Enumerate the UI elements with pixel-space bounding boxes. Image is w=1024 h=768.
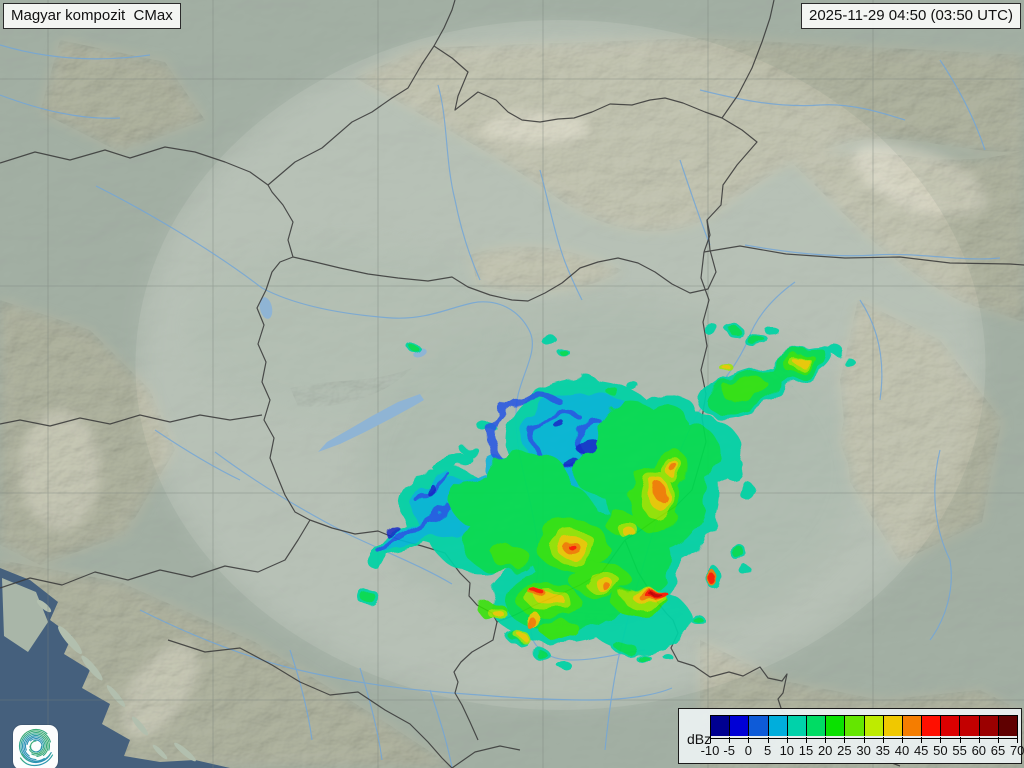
legend-color-cell (979, 716, 999, 736)
legend-tick-mark (902, 737, 903, 743)
legend-tick-label: 25 (837, 743, 852, 758)
legend-color-cell (883, 716, 903, 736)
legend-tick-mark (940, 737, 942, 743)
legend-color-cell (730, 716, 750, 736)
legend-tick-label: -10 (700, 743, 720, 758)
legend-tick-label: 15 (798, 743, 814, 758)
legend-color-cell (787, 716, 807, 736)
hungaromet-logo (13, 725, 58, 768)
legend-tick-mark (863, 737, 865, 743)
legend-tick-mark (1017, 737, 1019, 743)
legend-color-bar (710, 715, 1018, 739)
legend-tick-mark (786, 737, 788, 743)
legend-color-cell (711, 716, 731, 736)
legend-tick-label: 70 (1009, 743, 1024, 758)
legend-tick-label: 20 (817, 743, 833, 758)
legend-tick-label: 35 (875, 743, 891, 758)
legend-color-cell (845, 716, 865, 736)
legend-tick-label: 30 (856, 743, 871, 758)
legend-color-cell (864, 716, 884, 736)
legend-color-cell (941, 716, 961, 736)
legend-tick-mark (710, 737, 711, 743)
legend-tick-mark (767, 737, 769, 743)
legend-tick-mark (978, 737, 980, 743)
radar-echoes (358, 325, 854, 667)
spiral-logo-icon (18, 728, 54, 767)
legend-unit-label: dBz (687, 731, 712, 747)
legend-tick-mark (748, 737, 750, 743)
legend-tick-label: -5 (723, 743, 735, 758)
legend-tick-mark (921, 737, 923, 743)
legend-color-cell (806, 716, 827, 736)
product-label: Magyar kompozit CMax (3, 3, 181, 29)
legend-tick-label: 60 (971, 743, 987, 758)
reflectivity-legend: dBz -10 -5 0 5 10 15 20 25 30 35 40 45 50 55 60 65 70 (678, 708, 1024, 764)
adriatic-sea (0, 568, 230, 768)
legend-tick-mark (729, 737, 731, 743)
rivers (0, 44, 1001, 768)
legend-tick-mark (806, 737, 807, 743)
lake-neusiedl (259, 297, 273, 319)
legend-color-cell (998, 716, 1017, 736)
legend-tick-mark (844, 737, 846, 743)
timestamp-label: 2025-11-29 04:50 (03:50 UTC) (800, 3, 1021, 29)
legend-tick-mark (882, 737, 884, 743)
legend-tick-mark (998, 737, 999, 743)
legend-tick-label: 5 (763, 743, 772, 758)
legend-tick-label: 10 (779, 743, 795, 758)
legend-color-cell (960, 716, 980, 736)
legend-color-cell (826, 716, 846, 736)
legend-color-cell (768, 716, 788, 736)
lake-balaton (318, 394, 424, 452)
legend-tick-label: 0 (744, 743, 752, 758)
legend-tick-label: 55 (952, 743, 967, 758)
legend-tick-mark (825, 737, 827, 743)
legend-color-cell (922, 716, 942, 736)
legend-tick-label: 45 (913, 743, 929, 758)
legend-color-cell (902, 716, 923, 736)
legend-tick-label: 65 (990, 743, 1006, 758)
legend-tick-label: 40 (894, 743, 910, 758)
legend-tick-mark (959, 737, 961, 743)
legend-color-cell (749, 716, 769, 736)
legend-tick-label: 50 (933, 743, 948, 758)
